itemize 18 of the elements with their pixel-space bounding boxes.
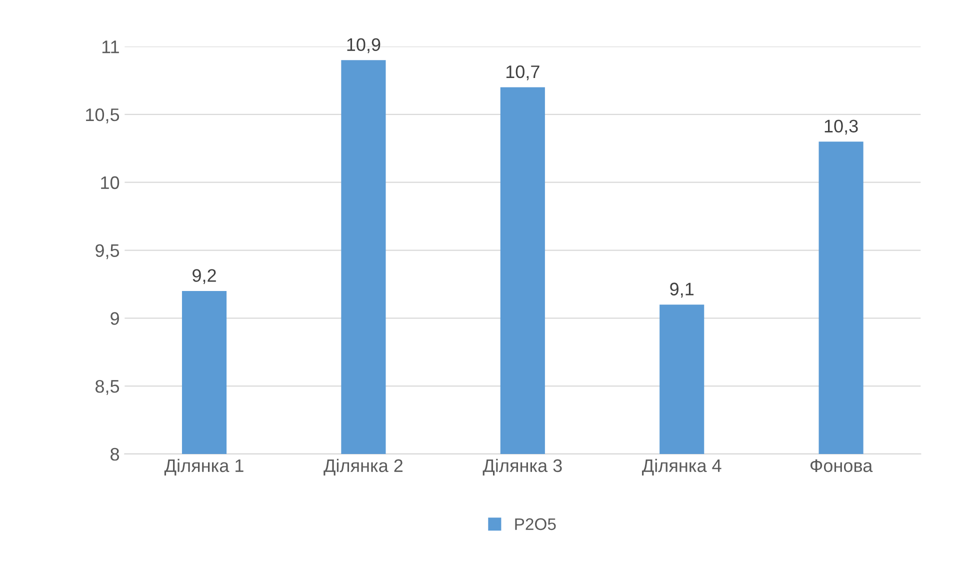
legend-label: P2O5 [515, 518, 556, 530]
data-label: 9,1 [670, 282, 694, 298]
y-tick-label: 9 [110, 312, 119, 325]
x-tick-label: Ділянка 3 [482, 458, 562, 476]
y-tick-label: 8 [110, 448, 120, 461]
y-tick-label: 9,5 [96, 244, 120, 260]
x-tick-label: Ділянка 4 [642, 458, 722, 476]
x-tick-label: Фонова [810, 459, 873, 472]
data-label: 10,9 [347, 38, 380, 54]
y-tick-label: 8,5 [95, 380, 120, 395]
y-tick-label: 10 [101, 176, 120, 190]
y-tick-label: 11 [102, 40, 119, 54]
data-label: 10,3 [824, 120, 858, 135]
x-tick-label: Ділянка 2 [324, 458, 403, 476]
data-label: 10,7 [506, 65, 540, 80]
data-label: 9,2 [192, 269, 216, 284]
y-tick-label: 10,5 [86, 108, 120, 124]
x-tick-label: Ділянка 1 [164, 458, 244, 476]
